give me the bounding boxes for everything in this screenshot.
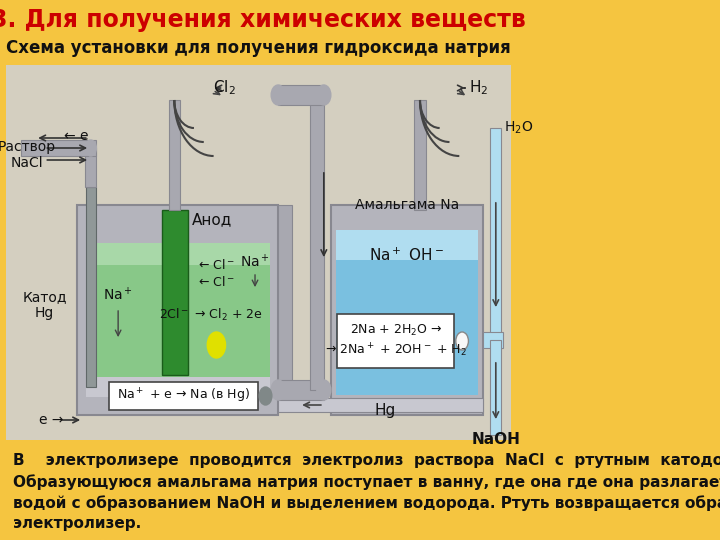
Text: H$_2$O: H$_2$O	[504, 120, 534, 136]
Bar	[336, 230, 477, 395]
Bar	[415, 100, 426, 210]
Text: 2Na + 2H$_2$O →: 2Na + 2H$_2$O →	[349, 322, 442, 338]
Bar	[85, 148, 96, 187]
Text: Раствор
NaCl: Раствор NaCl	[0, 140, 56, 170]
Bar	[336, 230, 477, 260]
Bar	[162, 210, 189, 375]
Bar	[86, 187, 96, 387]
Text: 2Cl$^-$ → Cl$_2$ + 2e: 2Cl$^-$ → Cl$_2$ + 2e	[159, 307, 263, 323]
Bar	[490, 128, 501, 340]
Text: водой с образованием NaOH и выделением водорода. Ртуть возвращается обратно в: водой с образованием NaOH и выделением в…	[13, 495, 720, 511]
Circle shape	[271, 380, 285, 400]
Circle shape	[207, 332, 225, 358]
Circle shape	[271, 85, 285, 105]
Text: → 2Na$^+$ + 2OH$^-$ + H$_2$: → 2Na$^+$ + 2OH$^-$ + H$_2$	[325, 341, 467, 359]
Text: Na$^+$ OH$^-$: Na$^+$ OH$^-$	[369, 246, 444, 264]
Circle shape	[456, 332, 469, 350]
Bar	[278, 85, 324, 105]
Text: e →: e →	[39, 413, 63, 427]
Text: NaOH: NaOH	[472, 433, 521, 448]
Text: Cl$_2$: Cl$_2$	[213, 79, 235, 97]
Bar	[6, 65, 511, 440]
Bar	[78, 205, 278, 415]
Text: Анод: Анод	[192, 213, 232, 227]
Bar	[168, 100, 180, 210]
Bar	[310, 95, 324, 390]
Text: В    электролизере  проводится  электролиз  раствора  NaCl  с  ртутным  катодом.: В электролизере проводится электролиз ра…	[13, 453, 720, 468]
Text: электролизер.: электролизер.	[13, 516, 141, 531]
Text: Схема установки для получения гидроксида натрия: Схема установки для получения гидроксида…	[6, 39, 511, 57]
Text: ← Cl$^-$: ← Cl$^-$	[198, 275, 235, 289]
Bar	[22, 140, 96, 156]
Text: Hg: Hg	[374, 402, 395, 417]
Text: ← e: ← e	[64, 129, 89, 143]
Text: ← Cl$^-$: ← Cl$^-$	[198, 258, 235, 272]
Bar	[490, 340, 501, 435]
Bar	[6, 440, 511, 540]
Text: Катод
Hg: Катод Hg	[22, 290, 67, 320]
Text: Амальгама Na: Амальгама Na	[354, 198, 459, 212]
Bar	[330, 205, 483, 415]
Bar	[278, 380, 324, 400]
FancyBboxPatch shape	[337, 314, 454, 368]
FancyBboxPatch shape	[109, 382, 258, 410]
Text: H$_2$: H$_2$	[469, 79, 488, 97]
Bar	[86, 243, 270, 395]
Circle shape	[259, 387, 272, 405]
Bar	[483, 332, 503, 348]
Text: Na$^+$ + e → Na (в Hg): Na$^+$ + e → Na (в Hg)	[117, 387, 250, 405]
Text: Na$^+$: Na$^+$	[103, 286, 133, 303]
Text: Na$^+$: Na$^+$	[240, 253, 270, 271]
Bar	[278, 205, 292, 390]
Circle shape	[317, 380, 330, 400]
Text: 3. Для получения химических веществ: 3. Для получения химических веществ	[0, 8, 526, 32]
Bar	[86, 377, 270, 397]
Text: Образующуюся амальгама натрия поступает в ванну, где она где она разлагается: Образующуюся амальгама натрия поступает …	[13, 474, 720, 490]
Bar	[278, 398, 483, 412]
Circle shape	[317, 85, 330, 105]
Circle shape	[85, 140, 96, 156]
Bar	[86, 243, 270, 265]
